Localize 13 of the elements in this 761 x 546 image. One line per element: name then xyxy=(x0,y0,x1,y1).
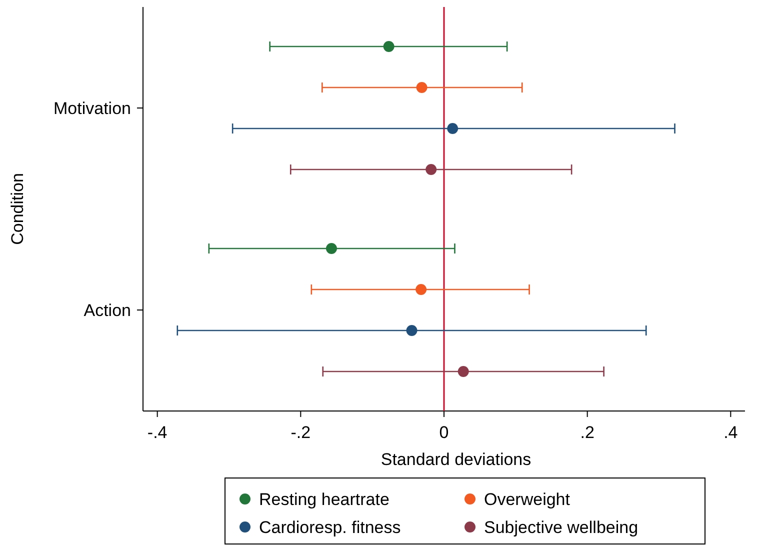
y-tick-label: Motivation xyxy=(54,99,131,118)
x-axis-title: Standard deviations xyxy=(380,450,532,469)
legend-label: Cardioresp. fitness xyxy=(259,518,401,537)
legend-label: Subjective wellbeing xyxy=(484,518,638,537)
y-tick-label: Action xyxy=(84,301,131,320)
x-tick-label: 0 xyxy=(439,423,449,442)
x-tick-label: -.2 xyxy=(290,423,311,442)
y-axis-title: Condition xyxy=(8,173,27,245)
x-tick-label: -.4 xyxy=(147,423,168,442)
legend-label: Overweight xyxy=(484,490,570,509)
legend-label: Resting heartrate xyxy=(259,490,390,509)
x-tick-label: .4 xyxy=(724,423,738,442)
x-tick-label: .2 xyxy=(580,423,594,442)
